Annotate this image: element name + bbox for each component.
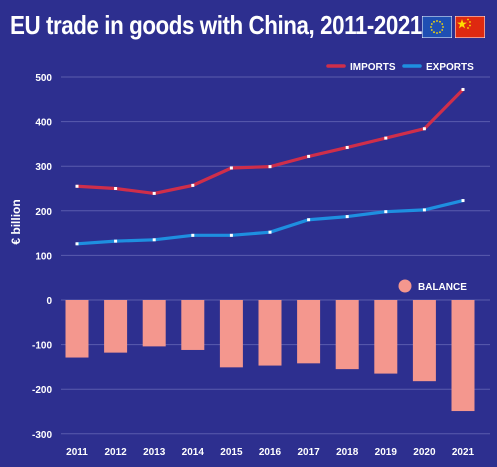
balance-bar: [412, 300, 436, 382]
imports-point: [191, 183, 195, 187]
x-tick-label: 2013: [143, 447, 166, 458]
legend-imports-label: IMPORTS: [350, 62, 396, 73]
legend-balance-swatch: [398, 279, 412, 293]
exports-point: [114, 239, 118, 243]
balance-bar: [451, 300, 475, 412]
exports-point: [461, 199, 465, 203]
trade-lines: [75, 87, 465, 246]
y-axis-label: € billion: [9, 199, 23, 244]
y-tick-label: 200: [35, 207, 52, 218]
exports-line: [75, 198, 465, 246]
x-tick-label: 2021: [452, 447, 475, 458]
balance-bar: [65, 300, 89, 358]
imports-point: [114, 187, 118, 190]
x-tick-label: 2016: [259, 447, 282, 458]
imports-point: [75, 184, 79, 188]
x-tick-label: 2017: [297, 447, 320, 458]
balance-bar: [335, 300, 359, 370]
balance-bar: [219, 300, 243, 368]
legend-exports-label: EXPORTS: [426, 62, 474, 73]
x-tick-label: 2015: [220, 447, 243, 458]
exports-point: [229, 233, 233, 237]
balance-bar: [297, 300, 321, 364]
balance-bar: [181, 300, 205, 350]
y-tick-label: 300: [35, 162, 52, 173]
x-tick-label: 2011: [66, 447, 88, 458]
exports-point: [345, 215, 349, 219]
y-tick-label: -200: [32, 385, 52, 396]
x-tick-label: 2012: [104, 447, 127, 458]
y-tick-label: 100: [35, 251, 52, 262]
y-tick-label: 0: [46, 296, 52, 307]
x-tick-label: 2014: [182, 447, 205, 458]
imports-point: [152, 191, 156, 195]
balance-bar: [142, 300, 166, 347]
china-flag-icon: [455, 16, 485, 38]
balance-bar: [258, 300, 282, 366]
x-tick-label: 2018: [336, 447, 359, 458]
exports-point: [307, 218, 311, 222]
y-tick-label: -300: [32, 430, 52, 441]
exports-point: [191, 233, 195, 237]
imports-point: [268, 165, 272, 169]
x-tick-label: 2019: [375, 447, 398, 458]
imports-point: [307, 154, 311, 158]
exports-point: [384, 210, 388, 214]
imports-point: [229, 166, 233, 170]
x-tick-label: 2020: [413, 447, 436, 458]
eu-flag-icon: [422, 16, 452, 38]
exports-point: [152, 238, 156, 242]
legend: IMPORTS EXPORTS BALANCE: [326, 62, 474, 293]
imports-point: [422, 127, 426, 131]
imports-point: [384, 136, 388, 140]
exports-point: [422, 208, 426, 212]
y-tick-label: 500: [35, 73, 52, 84]
imports-point: [461, 87, 465, 91]
balance-bar: [104, 300, 128, 353]
imports-line: [75, 87, 465, 196]
balance-bars: [65, 300, 475, 412]
balance-bar: [374, 300, 398, 374]
imports-point: [345, 145, 349, 149]
y-tick-label: -100: [32, 341, 52, 352]
exports-point: [75, 242, 79, 246]
legend-balance-label: BALANCE: [418, 282, 467, 293]
axes: -300 -200 -100 0 100 200 300 400 500 € billion 201…: [9, 73, 475, 458]
page-title: EU trade in goods with China, 2011-2021: [10, 10, 422, 40]
exports-point: [268, 230, 272, 234]
y-tick-label: 400: [35, 118, 52, 129]
